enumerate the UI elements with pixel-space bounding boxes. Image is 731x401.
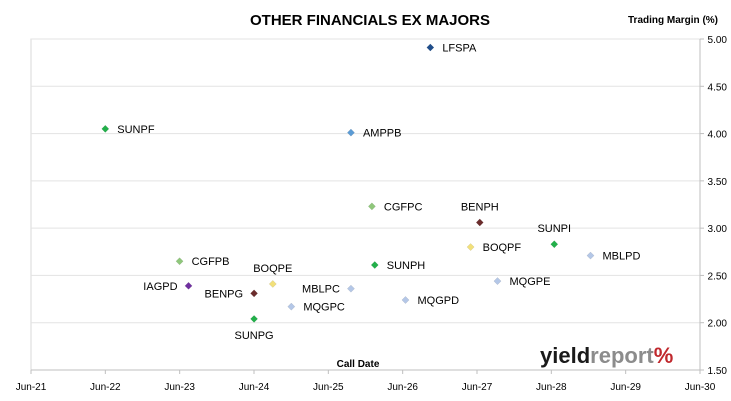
x-tick-label: Jun-23 xyxy=(164,382,195,393)
point-label-benpg: BENPG xyxy=(205,288,244,300)
point-label-sunpi: SUNPI xyxy=(537,223,571,235)
point-label-sunph: SUNPH xyxy=(387,260,426,272)
data-point-sunph xyxy=(370,261,379,269)
plot-area xyxy=(30,38,701,371)
y-tick-label: 2.50 xyxy=(708,271,728,282)
data-point-mblpc xyxy=(346,284,355,293)
point-label-sunpf: SUNPF xyxy=(117,124,155,136)
point-label-amppb: AMPPB xyxy=(363,128,402,140)
x-tick-label: Jun-25 xyxy=(313,382,344,393)
point-label-sunpg: SUNPG xyxy=(235,330,274,342)
data-point-sunpi xyxy=(550,240,559,249)
logo-part-report: report xyxy=(590,343,654,368)
x-tick-label: Jun-24 xyxy=(239,382,270,393)
point-label-boqpf: BOQPF xyxy=(483,242,522,254)
y-tick-label: 3.00 xyxy=(708,224,728,235)
data-point-amppb xyxy=(346,128,355,137)
data-point-sunpg xyxy=(250,314,259,323)
point-label-mqgpd: MQGPD xyxy=(417,295,459,307)
data-point-mqgpc xyxy=(287,302,296,311)
x-tick-labels: Jun-21 Jun-22 Jun-23 Jun-24 Jun-25 Jun-26 Jun-… xyxy=(16,370,716,393)
y-tick-label: 1.50 xyxy=(708,366,728,377)
y-tick-label: 3.50 xyxy=(708,177,728,188)
data-point-sunpf xyxy=(101,124,110,133)
point-label-benph: BENPH xyxy=(461,201,499,213)
svg-text:yieldreport%: yieldreport% xyxy=(540,343,673,368)
data-point-cgfpc xyxy=(367,202,376,211)
x-tick-label: Jun-22 xyxy=(90,382,121,393)
y-tick-labels: 1.50 2.00 2.50 3.00 3.50 4.00 4.50 5.00 xyxy=(700,35,727,377)
y-tick-label: 2.00 xyxy=(708,319,728,330)
logo-part-yield: yield xyxy=(540,343,590,368)
data-point-boqpe xyxy=(268,279,277,288)
point-label-mblpc: MBLPC xyxy=(302,284,340,296)
y-axis-title: Trading Margin (%) xyxy=(628,15,718,26)
x-tick-label: Jun-26 xyxy=(387,382,418,393)
data-point-mqgpd xyxy=(401,296,410,304)
data-point-lfspa xyxy=(426,43,435,52)
x-tick-label: Jun-30 xyxy=(685,382,716,393)
x-tick-label: Jun-27 xyxy=(462,382,493,393)
x-tick-label: Jun-21 xyxy=(16,382,47,393)
data-point-mblpd xyxy=(586,251,595,260)
point-label-mqgpc: MQGPC xyxy=(303,302,345,314)
point-label-cgfpc: CGFPC xyxy=(384,201,423,213)
data-point-iagpd xyxy=(184,281,193,290)
point-label-mblpd: MBLPD xyxy=(603,251,641,263)
x-axis-title: Call Date xyxy=(337,359,380,370)
data-points xyxy=(101,43,595,323)
data-point-mqgpe xyxy=(493,277,502,286)
point-label-iagpd: IAGPD xyxy=(143,281,177,293)
data-point-benpg xyxy=(250,289,259,298)
y-tick-label: 4.00 xyxy=(708,130,728,141)
data-point-benph xyxy=(475,218,484,227)
y-tick-label: 4.50 xyxy=(708,82,728,93)
x-tick-label: Jun-29 xyxy=(610,382,641,393)
point-label-boqpe: BOQPE xyxy=(253,263,292,275)
y-tick-label: 5.00 xyxy=(708,35,728,46)
point-label-lfspa: LFSPA xyxy=(442,43,477,55)
chart-title: OTHER FINANCIALS EX MAJORS xyxy=(250,12,490,29)
x-tick-label: Jun-28 xyxy=(536,382,567,393)
data-point-boqpf xyxy=(466,243,475,252)
point-labels: LFSPA SUNPF AMPPB CGFPC BENPH SUNPI BOQPF MBLPD… xyxy=(117,43,640,342)
point-label-cgfpb: CGFPB xyxy=(192,256,230,268)
point-label-mqgpe: MQGPE xyxy=(509,276,550,288)
logo-part-percent: % xyxy=(654,343,674,368)
yieldreport-logo: yieldreport% xyxy=(540,343,673,368)
data-point-cgfpb xyxy=(175,257,184,266)
